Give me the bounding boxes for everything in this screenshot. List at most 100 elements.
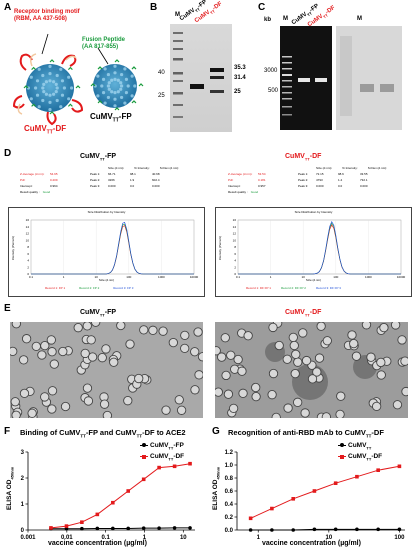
vlp-particle <box>347 330 357 340</box>
em-right-title-sub: TT <box>304 312 310 318</box>
data-point <box>188 461 192 466</box>
dls-left-peak1-size: 66.71 <box>108 172 116 176</box>
dls-right-peak1-sd: 33.55 <box>360 172 368 176</box>
dls-right-title-sub: TT <box>304 156 310 162</box>
vlp-particle <box>148 325 158 335</box>
chart-f-legend-df-suffix: -DF <box>173 453 185 461</box>
vlp-particle <box>298 328 308 338</box>
vlp-particle <box>91 322 101 327</box>
fusion-peptide-mark <box>90 83 96 87</box>
gel-b-marker-25: 25 <box>158 93 165 99</box>
dls-left-peak3-size: 0.000 <box>108 184 116 188</box>
chart-g-ylabel: ELISA OD450nm <box>212 467 220 510</box>
dls-left-title: CuMVTT-FP <box>80 153 116 161</box>
df-particle <box>12 53 84 126</box>
capsid-subunit <box>59 105 63 109</box>
dls-right-peak2-size: 4793 <box>316 178 323 182</box>
dls-left-peak3-label: Peak 3: <box>90 184 101 188</box>
fusion-peptide-mark <box>114 59 120 63</box>
vlp-particle <box>293 357 303 367</box>
y-tick-label: 0.8 <box>225 476 234 482</box>
vlp-particle <box>351 351 362 361</box>
dls-left-title-name: CuMV <box>80 153 100 160</box>
dls-ytick: 14 <box>26 225 30 229</box>
data-point <box>95 526 100 531</box>
data-point <box>111 500 115 505</box>
dls-xtick: 1000 <box>158 275 165 279</box>
dls-ytick: 0 <box>234 272 236 276</box>
capsid-subunit <box>55 86 59 90</box>
vlp-particle <box>161 405 171 415</box>
dls-ytick: 10 <box>233 238 237 242</box>
dls-ytick: 12 <box>233 232 237 236</box>
gel-b-lane-m: M <box>175 12 180 18</box>
chart-g-title-part-2: TT <box>365 433 372 439</box>
vlp-particle <box>376 370 386 380</box>
capsid-subunit <box>60 93 65 97</box>
dls-xtick: 1 <box>270 275 272 279</box>
agarose-gel-dark-bands <box>282 56 327 116</box>
capsid-subunit <box>126 84 130 88</box>
y-tick-label: 1.0 <box>225 463 234 469</box>
em-right-title-suffix: -DF <box>309 309 322 316</box>
vlp-particle <box>371 401 382 411</box>
fusion-peptide-mark <box>67 66 73 71</box>
vlp-particle <box>282 354 292 364</box>
chart-f-title-part-2: TT <box>80 433 86 439</box>
y-tick-label: 0.4 <box>225 502 234 508</box>
chart-g-xlabel: vaccine concentration (µg/ml) <box>262 540 361 547</box>
dls-right-legend-3: Record 3: DF FP 3 <box>315 286 341 290</box>
vlp-particle <box>251 382 261 393</box>
gel-c-marker-3000: 3000 <box>264 68 278 74</box>
dls-right-peak3-int: 0.0 <box>338 184 343 188</box>
capsid-subunit <box>101 77 106 81</box>
chart-g-legend-tt: CuMVTT <box>338 441 382 452</box>
dls-right-peak2-sd: 732.1 <box>360 178 368 182</box>
data-point <box>172 526 177 530</box>
x-tick-label: 1 <box>143 535 147 541</box>
dls-size-curve <box>238 221 401 275</box>
vlp-particle <box>293 397 303 407</box>
dls-xtick: 100 <box>333 275 338 279</box>
capsid-subunit <box>113 97 117 101</box>
fusion-peptide-mark <box>23 85 29 89</box>
em-left-micrograph <box>10 322 203 418</box>
capsid-subunit <box>103 67 107 71</box>
dls-right-header-stdev: St Dev (d.nm): <box>367 166 388 170</box>
em-left-title-name: CuMV <box>80 309 100 316</box>
chart-g-legend-df-suffix: -DF <box>371 453 383 461</box>
vlp-particle <box>283 403 293 413</box>
capsid-subunit <box>123 101 127 105</box>
data-point <box>111 526 115 531</box>
data-point <box>312 527 317 532</box>
dls-left-plot-box: Size Distribution by Intensity 0.1 1 10 100… <box>8 207 205 297</box>
rbm-arrow <box>41 33 49 55</box>
chart-g-legend-df-name: CuMV <box>348 453 367 461</box>
vlp-particle <box>335 409 345 418</box>
capsid-subunit <box>41 98 45 103</box>
data-point <box>376 468 380 472</box>
data-point <box>312 489 317 493</box>
data-point <box>333 527 338 532</box>
chart-f-legend-fp-sub: TT <box>168 445 174 451</box>
data-point <box>248 516 253 521</box>
vlp-particle <box>31 341 41 352</box>
dls-right-zavg-value: 53.54 <box>258 172 266 176</box>
capsid-subunit <box>42 90 46 94</box>
capsid-subunit <box>113 64 117 68</box>
data-point <box>333 481 338 485</box>
vlp-particle <box>11 410 21 418</box>
dls-right-plot-title: Size Distribution by Intensity <box>294 210 333 214</box>
vlp-particle <box>40 392 50 402</box>
vlp-particle <box>86 335 96 345</box>
data-point <box>291 528 296 532</box>
panel-a <box>12 8 144 133</box>
gel-b-lane-df-suffix: -DF <box>211 1 224 12</box>
vlp-particle <box>307 374 318 384</box>
y-tick-label: 1.2 <box>225 450 234 456</box>
dls-left-peak2-sd: 602.4 <box>152 178 160 182</box>
vlp-particle <box>73 323 83 333</box>
dls-size-curve <box>238 222 401 275</box>
capsid-subunit <box>55 98 59 103</box>
capsid-subunit <box>41 86 45 90</box>
